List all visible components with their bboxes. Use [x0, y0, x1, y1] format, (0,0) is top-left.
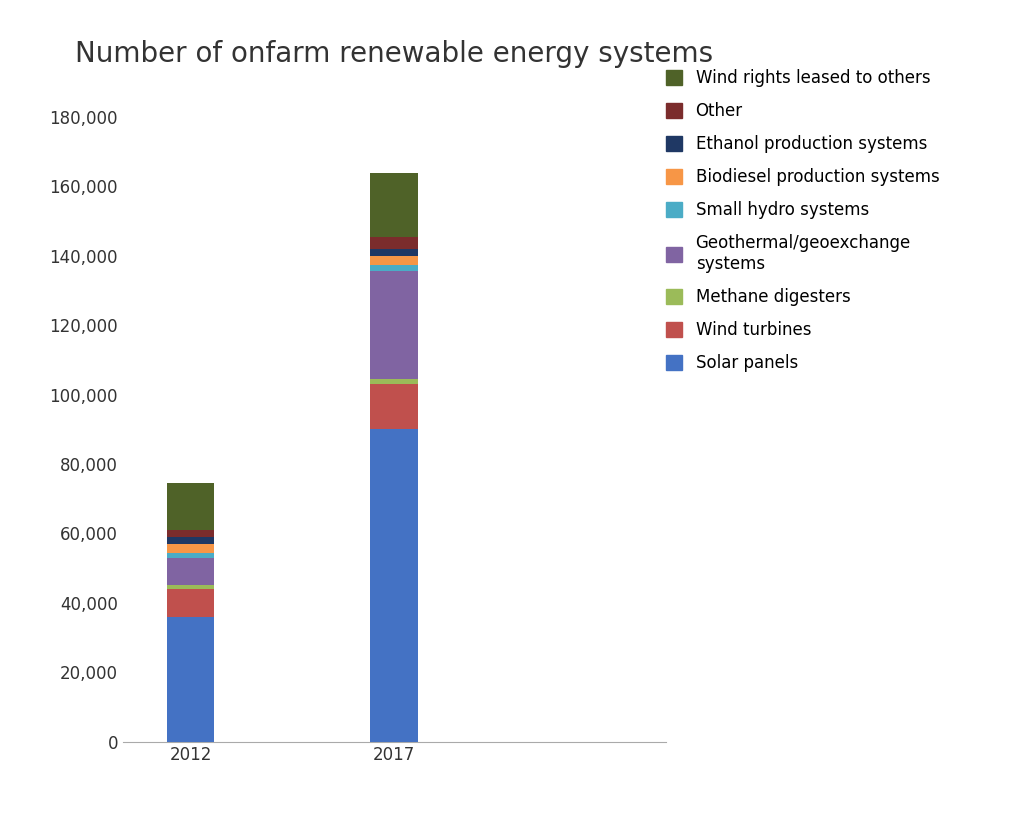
Bar [167, 544, 214, 553]
Bar [371, 429, 418, 742]
Bar [371, 172, 418, 236]
Bar [167, 558, 214, 586]
Bar [167, 616, 214, 742]
Bar [167, 483, 214, 530]
Bar [167, 589, 214, 616]
Bar [167, 586, 214, 589]
Bar [371, 379, 418, 384]
Bar [371, 256, 418, 265]
Bar [167, 553, 214, 558]
Bar [371, 271, 418, 379]
Legend: Wind rights leased to others, Other, Ethanol production systems, Biodiesel produ: Wind rights leased to others, Other, Eth… [666, 69, 939, 372]
Bar [371, 249, 418, 256]
Bar [371, 384, 418, 429]
Bar [371, 265, 418, 271]
Bar [371, 236, 418, 249]
Title: Number of onfarm renewable energy systems: Number of onfarm renewable energy system… [75, 40, 714, 68]
Bar [167, 537, 214, 544]
Bar [167, 530, 214, 537]
